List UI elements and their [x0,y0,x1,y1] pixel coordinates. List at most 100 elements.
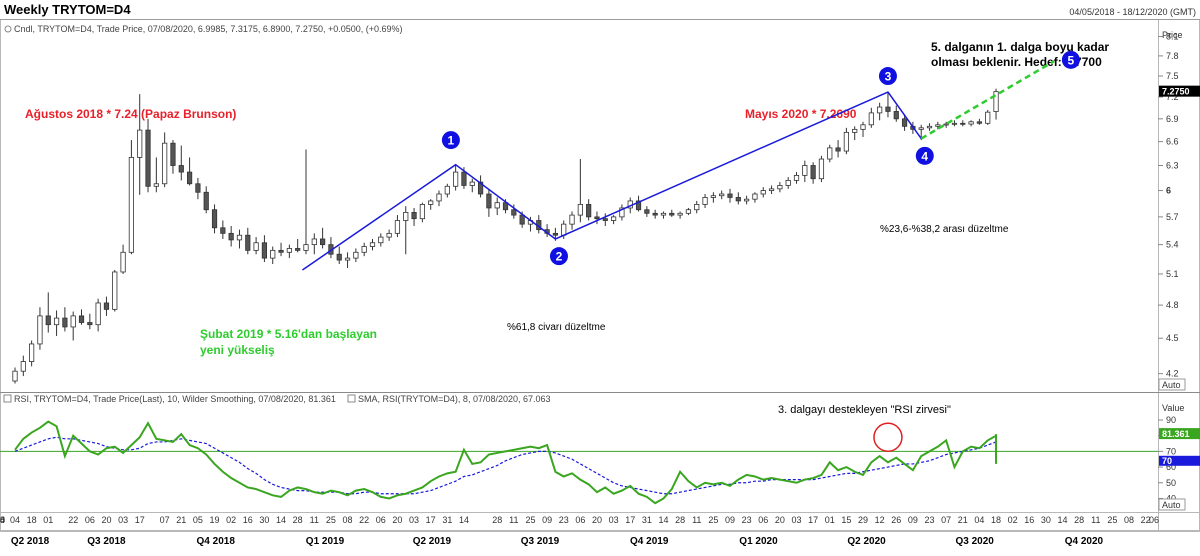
x-tick-label: 14 [276,515,286,525]
candle-body-up [918,127,924,130]
price-legend-text: Cndl, TRYTOM=D4, Trade Price, 07/08/2020… [14,24,403,34]
candle [968,120,974,127]
x-quarter-label: Q4 2019 [630,536,669,547]
x-tick-label: 08 [1124,515,1134,525]
candle-body-down [261,242,268,259]
candle-body-down [186,171,193,185]
x-tick-label: 01 [43,515,53,525]
candle [303,149,309,255]
price-axis-title: Price [1162,30,1183,40]
candle [278,242,284,257]
candle [170,140,176,174]
candle-body-up [95,302,101,326]
candle [477,175,484,198]
candle [860,121,866,137]
price-tick-label: 6.6 [1166,137,1179,147]
wave-label-number: 2 [556,250,563,264]
candle-body-up [768,188,775,191]
candle [843,127,849,155]
x-tick-label: 28 [675,515,685,525]
x-tick-label: 17 [426,515,436,525]
candle [652,209,658,219]
candle [286,244,292,259]
price-tick-label: 7.5 [1166,71,1179,81]
candle [378,233,384,247]
candle [926,123,933,131]
candle-body-up [70,315,76,328]
candle-body-down [727,193,733,198]
candle [802,160,808,183]
candle-body-up [818,158,825,180]
wave-label-2: 2 [549,247,568,266]
candle [868,107,874,128]
rsi-tick-label: 40 [1166,493,1176,503]
candle [852,126,858,141]
x-tick-label: 20 [592,515,602,525]
candle-body-down [78,315,85,323]
candle-body-up [926,125,933,129]
candle-body-down [901,118,908,127]
candle-body-down [245,234,251,251]
candle [444,183,450,198]
candle [935,121,941,130]
x-tick-label: 17 [625,515,635,525]
window-title: Weekly TRYTOM=D4 [4,2,131,17]
candle [577,159,583,223]
candle-body-up [128,157,134,253]
target-projection-line [920,60,1055,140]
price-tick-label: 5.7 [1166,212,1179,222]
candle [511,204,517,219]
sma-last-label: 70 [1162,456,1172,466]
candle [536,215,542,234]
candle [186,157,193,186]
x-tick-label: 17 [808,515,818,525]
candle-body-down [145,129,151,187]
x-tick-label: 22 [1141,515,1151,525]
price-auto-box[interactable]: Auto [1158,378,1186,391]
rsi-annotation: 3. dalgayı destekleyen "RSI zirvesi" [778,404,951,416]
x-tick-label: 02 [226,515,236,525]
x-tick-label: 20 [101,515,111,525]
candle-body-up [943,123,949,126]
candle-body-up [436,193,442,202]
candle [178,145,184,181]
x-tick-label: 18 [27,515,37,525]
candle-body-up [286,248,292,253]
wave-label-5: 5 [1061,50,1080,69]
candle [810,162,816,184]
candle [951,120,958,127]
wave-label-number: 4 [921,149,928,163]
candle-body-up [419,204,425,220]
candle [295,238,301,253]
rsi-auto-box[interactable]: Auto [1158,498,1186,511]
candle [469,178,475,193]
candle [901,114,908,131]
x-tick-label: 14 [1058,515,1068,525]
rsi-tick-label: 50 [1166,478,1176,488]
x-tick-label: 07 [941,515,951,525]
candle-body-down [519,214,525,225]
x-tick-label: 09 [908,515,918,525]
x-quarter-label: Q2 2020 [847,536,886,547]
annotation-aug-2018: Ağustos 2018 * 7.24 (Papaz Brunson) [25,107,236,121]
candle [162,132,168,188]
candle-body-up [760,190,766,195]
candle-body-up [353,251,359,259]
candle-body-down [893,111,899,120]
x-tick-label: 25 [525,515,535,525]
x-tick-label: 25 [326,515,336,525]
candle-body-down [635,200,642,211]
candle-body-up [153,183,159,187]
candle [602,213,608,226]
x-tick-label: 04 [0,515,5,525]
candle-body-up [37,315,43,345]
price-y-axis: 8.1 7.8 7.5 7.2 6.9 6.6 6.3 6 5.7 5.4 5.1 4.8 4.5 4.2 [1158,32,1179,379]
candle [544,224,550,238]
candle [12,367,18,384]
candle [793,172,800,184]
candle [644,206,650,217]
candle-body-up [253,242,259,251]
candle [744,195,750,205]
x-quarter-label: Q2 2019 [413,536,452,547]
